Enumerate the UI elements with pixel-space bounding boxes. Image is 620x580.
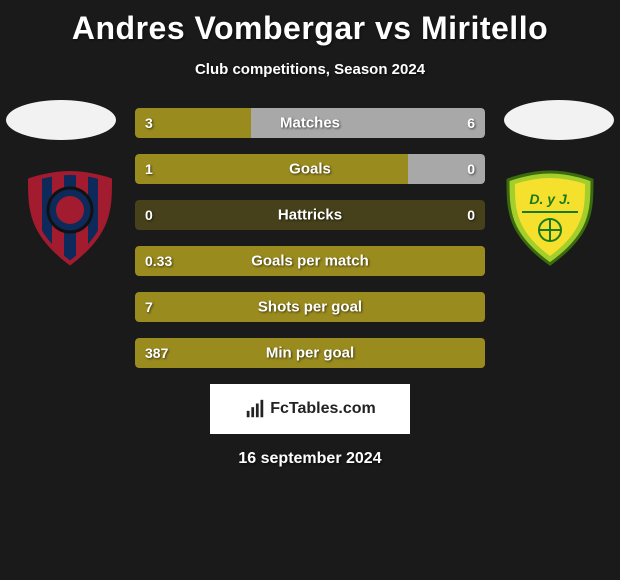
stat-row: 10Goals — [135, 154, 485, 184]
chart-icon — [244, 398, 266, 420]
comparison-panel: D. y J. 36Matches 10Goals 00Hattricks 0.33G… — [0, 108, 620, 468]
club-badge-left — [20, 168, 120, 268]
stat-row: 387Min per goal — [135, 338, 485, 368]
subtitle: Club competitions, Season 2024 — [0, 61, 620, 78]
club-badge-right: D. y J. — [500, 168, 600, 268]
player1-photo — [6, 100, 116, 140]
stat-label: Goals per match — [135, 253, 485, 270]
player2-photo — [504, 100, 614, 140]
stats-list: 36Matches 10Goals 00Hattricks 0.33Goals per… — [135, 108, 485, 368]
defensa-y-justicia-crest-icon: D. y J. — [500, 168, 600, 268]
stat-row: 0.33Goals per match — [135, 246, 485, 276]
brand-box: FcTables.com — [210, 384, 410, 434]
san-lorenzo-crest-icon — [20, 168, 120, 268]
stat-row: 36Matches — [135, 108, 485, 138]
stat-row: 00Hattricks — [135, 200, 485, 230]
stat-label: Goals — [135, 161, 485, 178]
stat-label: Min per goal — [135, 345, 485, 362]
stat-row: 7Shots per goal — [135, 292, 485, 322]
brand-text: FcTables.com — [270, 400, 376, 418]
date-label: 16 september 2024 — [0, 450, 620, 468]
page-title: Andres Vombergar vs Miritello — [0, 0, 620, 47]
svg-text:D. y J.: D. y J. — [529, 191, 570, 207]
stat-label: Shots per goal — [135, 299, 485, 316]
stat-label: Hattricks — [135, 207, 485, 224]
stat-label: Matches — [135, 115, 485, 132]
